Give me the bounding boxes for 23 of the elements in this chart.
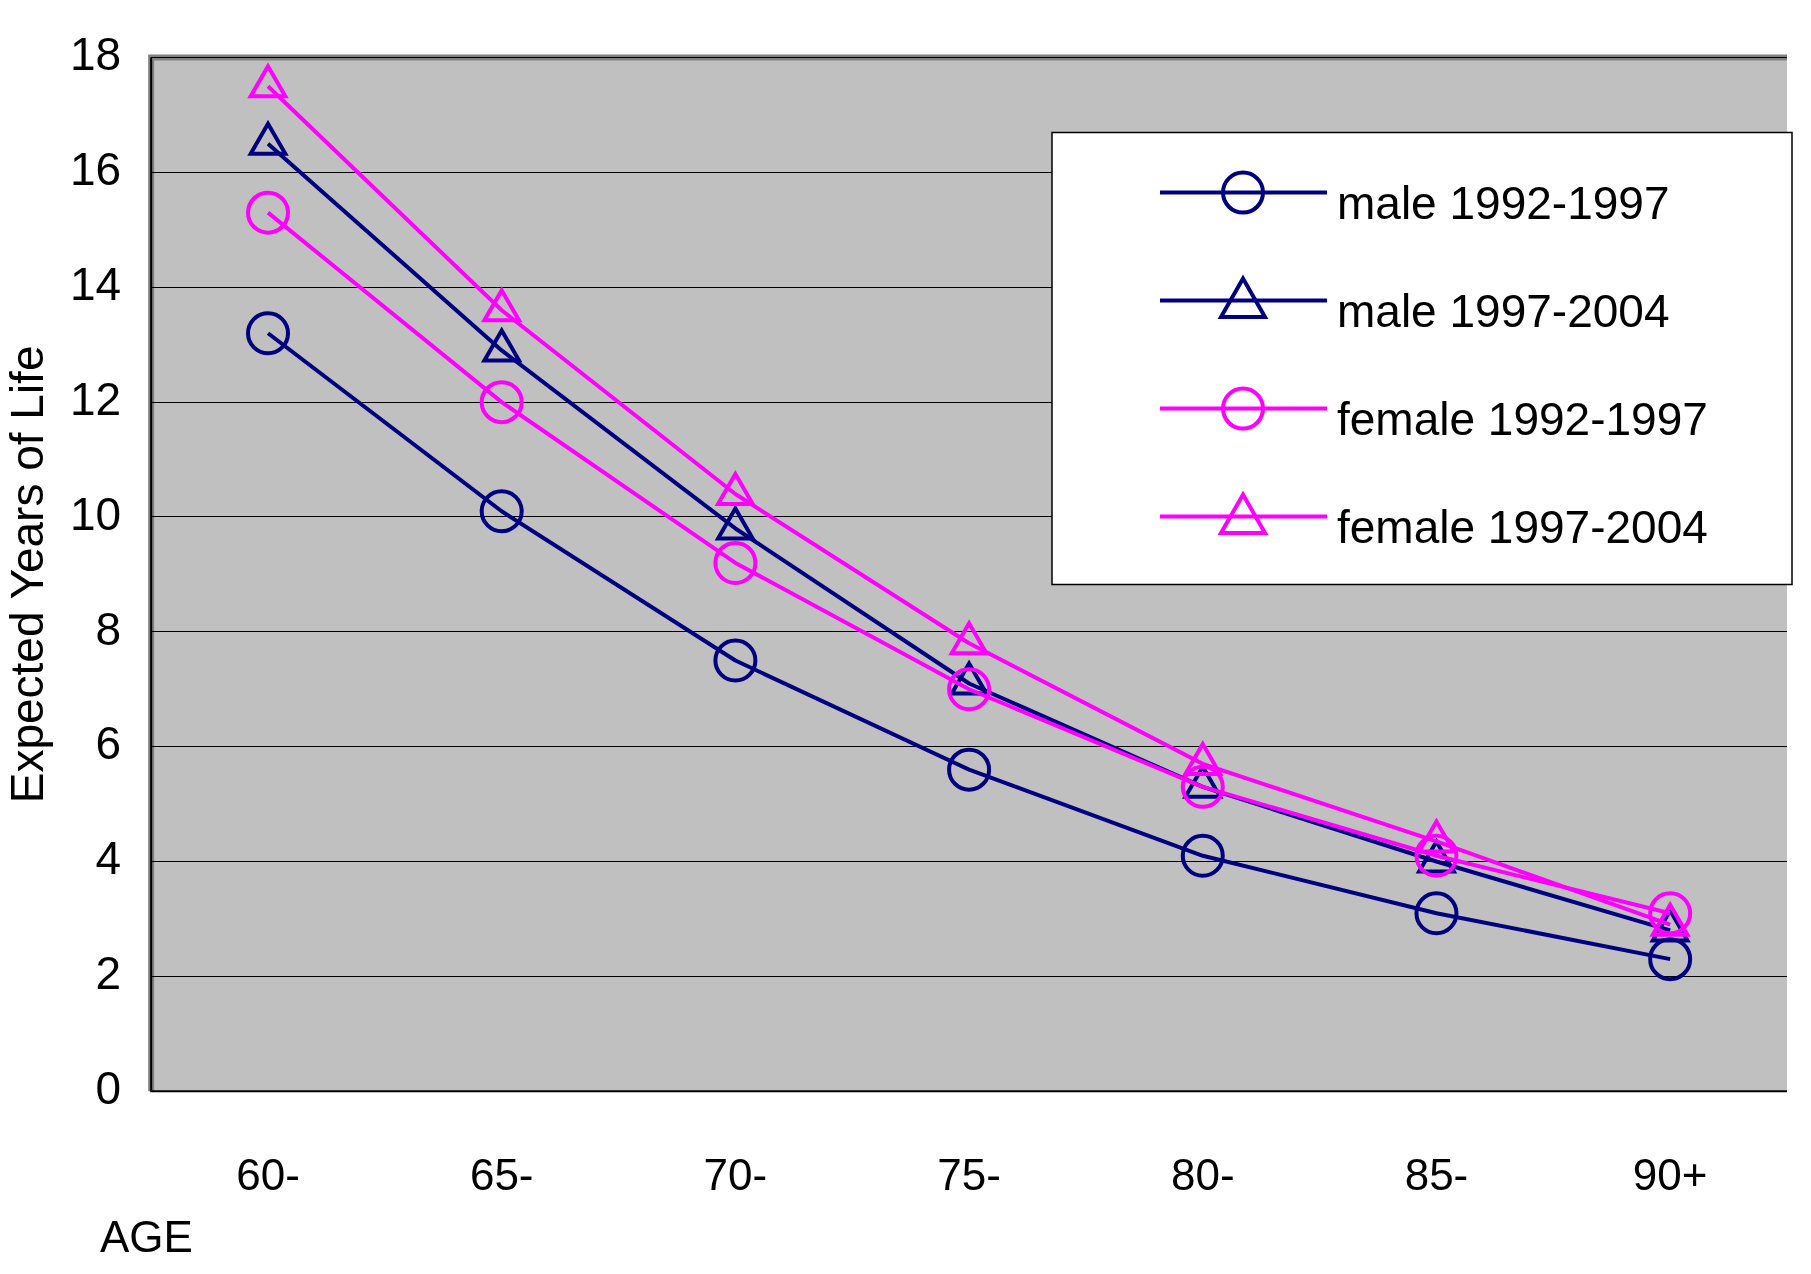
y-tick-label: 18 [69, 28, 122, 81]
y-tick-label: 10 [69, 487, 122, 540]
x-tick-label: 60- [236, 1149, 300, 1199]
legend-label: female 1992-1997 [1337, 393, 1708, 446]
legend-label: male 1992-1997 [1337, 177, 1670, 230]
y-tick-label: 8 [95, 602, 122, 655]
y-tick-label: 4 [95, 832, 122, 885]
y-tick-label: 12 [69, 372, 122, 425]
x-tick-label: 75- [937, 1149, 1001, 1199]
legend-label: female 1997-2004 [1337, 501, 1708, 554]
y-axis-title: Expected Years of Life [0, 345, 53, 804]
x-tick-label: 70- [703, 1149, 768, 1199]
y-tick-label: 6 [95, 717, 122, 770]
x-tick-label: 90+ [1632, 1149, 1708, 1199]
x-axis-title: AGE [100, 1212, 193, 1262]
y-tick-label: 0 [95, 1061, 122, 1114]
x-tick-label: 80- [1170, 1149, 1235, 1199]
x-tick-label: 65- [469, 1149, 534, 1199]
y-tick-label: 2 [95, 947, 122, 1000]
legend-label: male 1997-2004 [1337, 285, 1670, 338]
x-tick-label: 85- [1404, 1149, 1469, 1199]
y-tick-label: 16 [69, 143, 122, 196]
y-tick-label: 14 [69, 257, 122, 310]
